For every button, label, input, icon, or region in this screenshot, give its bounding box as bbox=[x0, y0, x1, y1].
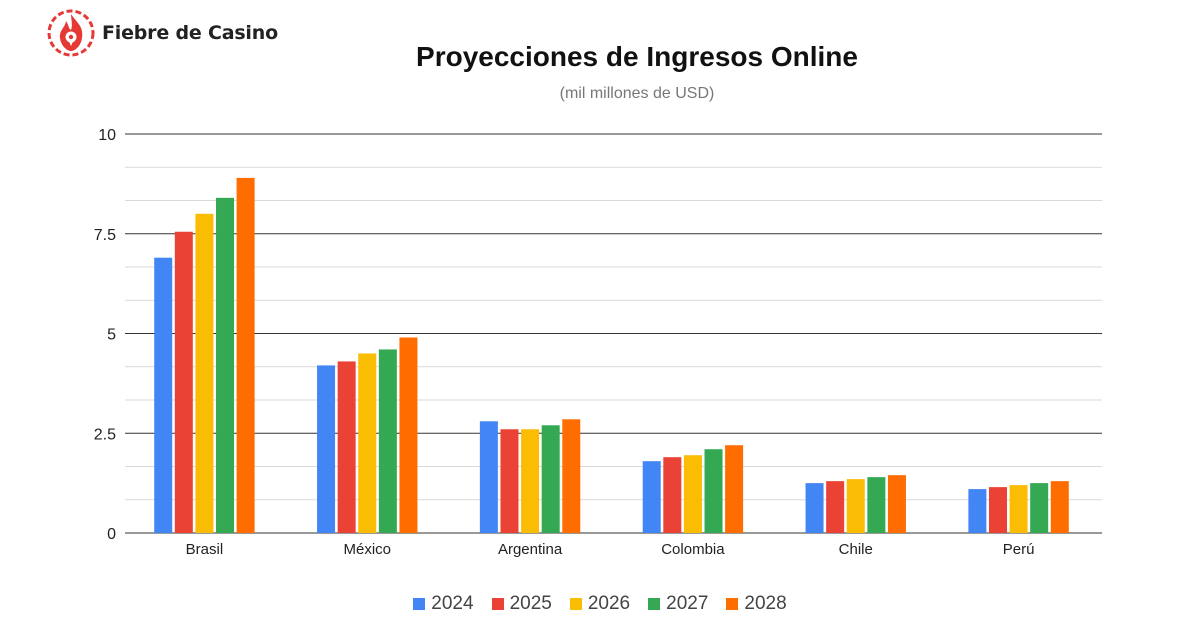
legend-item: 2025 bbox=[491, 593, 552, 615]
x-tick-label: Colombia bbox=[661, 541, 725, 558]
chart-title: Proyecciones de Ingresos Online bbox=[416, 41, 858, 72]
bar-2028-5 bbox=[1050, 481, 1069, 533]
bar-2025-1 bbox=[337, 361, 356, 533]
legend-swatch bbox=[726, 598, 739, 610]
bar-2027-3 bbox=[704, 449, 723, 533]
bar-2024-0 bbox=[154, 257, 173, 533]
bar-2028-3 bbox=[725, 445, 744, 533]
bar-2027-4 bbox=[867, 477, 886, 533]
bar-2026-2 bbox=[521, 429, 540, 533]
y-tick-label: 5 bbox=[107, 327, 116, 344]
bar-2027-0 bbox=[216, 197, 235, 533]
bar-2026-0 bbox=[195, 213, 214, 534]
bar-2026-1 bbox=[358, 353, 377, 533]
legend-label: 2024 bbox=[431, 593, 474, 614]
flame-pin-icon bbox=[47, 9, 95, 57]
legend-swatch bbox=[491, 598, 504, 610]
bar-2028-4 bbox=[887, 475, 906, 533]
legend-swatch bbox=[569, 598, 582, 610]
legend-label: 2026 bbox=[587, 593, 631, 614]
chart-subtitle: (mil millones de USD) bbox=[560, 85, 715, 102]
y-tick-label: 7.5 bbox=[94, 227, 116, 244]
x-tick-label: Brasil bbox=[186, 541, 224, 558]
x-tick-label: Perú bbox=[1003, 541, 1035, 558]
bar-2027-1 bbox=[378, 349, 397, 533]
bar-2025-5 bbox=[988, 487, 1007, 533]
legend-item: 2024 bbox=[413, 593, 474, 615]
bar-2025-0 bbox=[174, 231, 193, 533]
y-tick-label: 10 bbox=[98, 127, 116, 144]
bar-2024-2 bbox=[479, 421, 498, 533]
bars bbox=[154, 177, 1069, 534]
legend-item: 2028 bbox=[726, 593, 787, 615]
bar-2024-1 bbox=[317, 365, 336, 533]
legend-label: 2025 bbox=[509, 593, 552, 614]
grid-lines bbox=[125, 133, 1102, 534]
legend: 2024 2025 2026 2027 2028 bbox=[0, 593, 1200, 615]
bar-2024-4 bbox=[805, 483, 824, 533]
bar-2026-5 bbox=[1009, 485, 1028, 533]
legend-item: 2027 bbox=[648, 593, 708, 615]
bar-2025-3 bbox=[663, 457, 682, 533]
bar-2028-2 bbox=[562, 419, 581, 533]
bar-2025-2 bbox=[500, 429, 519, 533]
legend-item: 2026 bbox=[569, 593, 631, 615]
brand-name: Fiebre de Casino bbox=[102, 22, 278, 44]
bar-2027-2 bbox=[541, 425, 560, 533]
bar-2024-3 bbox=[642, 461, 661, 533]
legend-label: 2027 bbox=[666, 593, 709, 614]
x-axis: Brasil México Argentina Colombia Chile Perú bbox=[186, 541, 1035, 558]
x-tick-label: Argentina bbox=[498, 541, 563, 558]
brand-logo: Fiebre de Casino bbox=[46, 8, 278, 58]
y-axis: 0 2.5 5 7.5 10 bbox=[94, 127, 116, 543]
y-tick-label: 2.5 bbox=[94, 426, 116, 443]
bar-2027-5 bbox=[1030, 483, 1049, 533]
x-tick-label: México bbox=[343, 541, 391, 558]
bar-2028-1 bbox=[399, 337, 418, 533]
legend-label: 2028 bbox=[744, 593, 787, 614]
legend-swatch bbox=[648, 598, 661, 610]
legend-swatch bbox=[413, 598, 426, 610]
bar-2026-3 bbox=[683, 455, 702, 533]
x-tick-label: Chile bbox=[839, 541, 873, 558]
bar-2025-4 bbox=[826, 481, 845, 533]
bar-2024-5 bbox=[968, 489, 987, 533]
bar-2026-4 bbox=[846, 479, 865, 533]
bar-2028-0 bbox=[236, 177, 255, 533]
y-tick-label: 0 bbox=[107, 526, 116, 543]
